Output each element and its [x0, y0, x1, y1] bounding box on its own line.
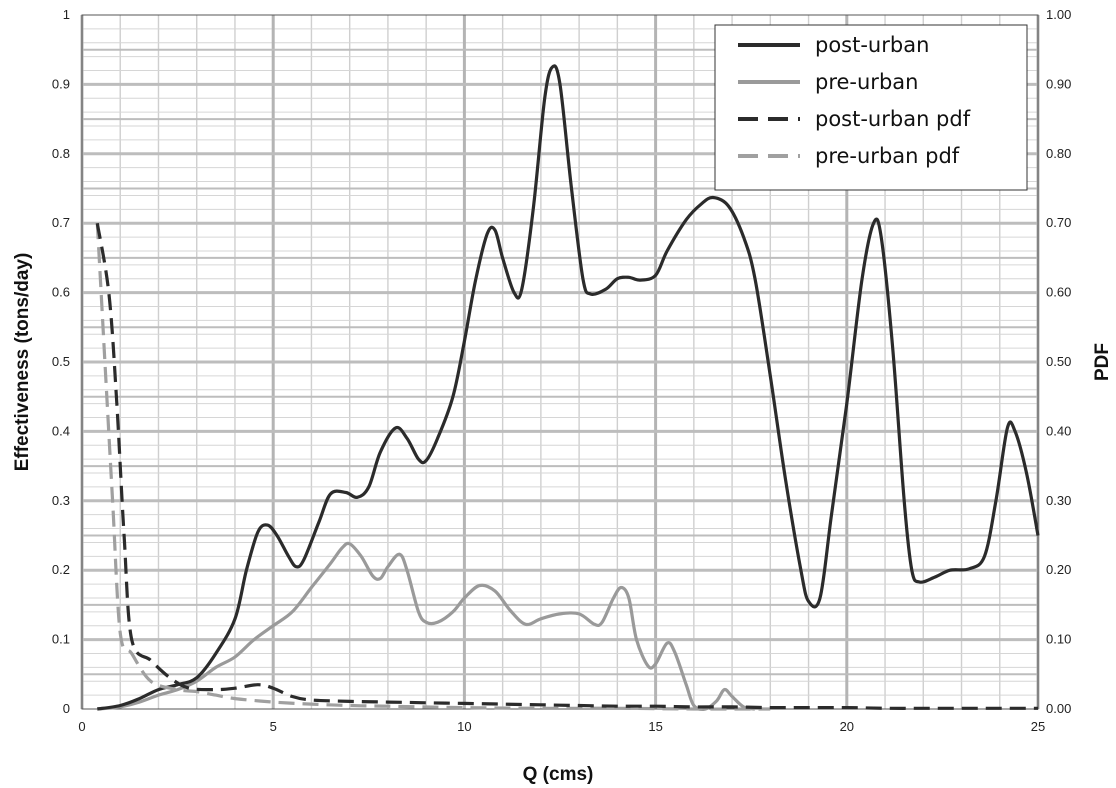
legend-label-post-urban-pdf: post-urban pdf — [815, 107, 971, 131]
series-line-post-urban — [97, 64, 1040, 711]
series-line-pre-urban-pdf — [95, 223, 771, 711]
x-tick-label: 5 — [270, 719, 277, 734]
x-tick-label: 15 — [648, 719, 662, 734]
y-tick-label: 0.3 — [52, 493, 70, 508]
y2-tick-label: 0.80 — [1046, 146, 1071, 161]
legend: post-urban pre-urban post-urban pdf pre-urb… — [714, 24, 1028, 191]
plot-area-frame — [81, 14, 1039, 710]
y-tick-label: 0.7 — [52, 215, 70, 230]
series-line-post-urban-pdf — [95, 222, 1038, 710]
y-tick-label: 0.9 — [52, 76, 70, 91]
y-tick-label: 1 — [63, 7, 70, 22]
y-axis-title: Effectiveness (tons/day) — [12, 253, 33, 472]
legend-label-pre-urban-pdf: pre-urban pdf — [815, 144, 960, 168]
y-axis-ticks: 0 0.1 0.2 0.3 0.4 0.5 0.6 0.7 0.8 0.9 1 — [52, 7, 70, 716]
series-line-pre-urban — [97, 541, 756, 711]
y2-tick-label: 0.10 — [1046, 632, 1071, 647]
y-tick-label: 0.6 — [52, 285, 70, 300]
y-tick-label: 0.8 — [52, 146, 70, 161]
x-axis-title: Q (cms) — [523, 764, 594, 785]
y2-tick-label: 0.90 — [1046, 76, 1071, 91]
y2-tick-label: 0.70 — [1046, 215, 1071, 230]
x-tick-label: 10 — [457, 719, 471, 734]
legend-box — [714, 24, 1028, 191]
y-tick-label: 0.2 — [52, 562, 70, 577]
y-tick-label: 0.5 — [52, 354, 70, 369]
y2-tick-label: 0.40 — [1046, 423, 1071, 438]
x-tick-label: 20 — [840, 719, 854, 734]
x-tick-label: 0 — [78, 719, 85, 734]
x-axis-ticks: 0 5 10 15 20 25 — [78, 719, 1045, 734]
y2-tick-label: 0.00 — [1046, 701, 1071, 716]
y-tick-label: 0.4 — [52, 423, 70, 438]
y2-axis-title: PDF — [1092, 343, 1113, 381]
legend-label-pre-urban: pre-urban — [815, 70, 918, 94]
y2-tick-label: 0.60 — [1046, 285, 1071, 300]
series-layer — [95, 64, 1040, 711]
y2-tick-label: 0.20 — [1046, 562, 1071, 577]
y-tick-label: 0.1 — [52, 632, 70, 647]
legend-label-post-urban: post-urban — [815, 33, 929, 57]
y2-tick-label: 1.00 — [1046, 7, 1071, 22]
y-tick-label: 0 — [63, 701, 70, 716]
y2-axis-ticks: 0.00 0.10 0.20 0.30 0.40 0.50 0.60 0.70 0.80 0.90… — [1046, 7, 1071, 716]
y2-tick-label: 0.50 — [1046, 354, 1071, 369]
y2-tick-label: 0.30 — [1046, 493, 1071, 508]
x-tick-label: 25 — [1031, 719, 1045, 734]
